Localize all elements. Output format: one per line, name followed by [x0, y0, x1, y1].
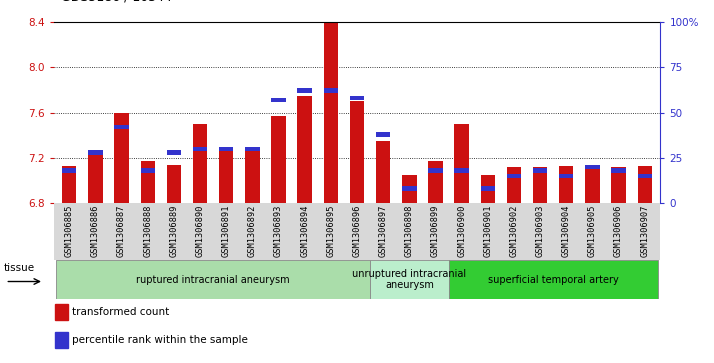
Bar [323, 22, 338, 203]
Bar [166, 150, 181, 155]
Text: GSM1306885: GSM1306885 [65, 205, 74, 257]
Bar [454, 168, 469, 173]
Text: GSM1306905: GSM1306905 [588, 205, 597, 257]
Bar [271, 98, 286, 102]
Bar [402, 175, 416, 203]
Bar [62, 168, 76, 173]
Bar [56, 333, 68, 348]
Text: GSM1306902: GSM1306902 [510, 205, 518, 257]
Bar [193, 124, 207, 203]
Text: GSM1306893: GSM1306893 [274, 205, 283, 257]
Bar [370, 260, 448, 299]
Text: unruptured intracranial
aneurysm: unruptured intracranial aneurysm [352, 269, 466, 290]
Bar [481, 187, 495, 191]
Bar [559, 166, 573, 203]
Bar [219, 147, 233, 151]
Bar [448, 260, 658, 299]
Bar [271, 116, 286, 203]
Bar [114, 125, 129, 129]
Bar [62, 166, 76, 203]
Text: GSM1306886: GSM1306886 [91, 205, 100, 257]
Text: GSM1306895: GSM1306895 [326, 205, 336, 257]
Bar [56, 260, 370, 299]
Bar [507, 174, 521, 178]
Text: GSM1306899: GSM1306899 [431, 205, 440, 257]
Bar [376, 141, 391, 203]
Bar [245, 150, 260, 203]
Text: GSM1306903: GSM1306903 [536, 205, 545, 257]
Bar [481, 175, 495, 203]
Bar [428, 168, 443, 173]
Text: GSM1306887: GSM1306887 [117, 205, 126, 257]
Text: GSM1306891: GSM1306891 [222, 205, 231, 257]
Text: GSM1306901: GSM1306901 [483, 205, 492, 257]
Bar [89, 153, 103, 203]
Bar [298, 95, 312, 203]
Bar [611, 168, 625, 173]
Text: GSM1306888: GSM1306888 [144, 205, 152, 257]
Bar [114, 113, 129, 203]
Bar [323, 89, 338, 93]
Text: GSM1306906: GSM1306906 [614, 205, 623, 257]
Bar [611, 167, 625, 203]
Bar [638, 166, 652, 203]
Bar [350, 96, 364, 100]
Text: GSM1306898: GSM1306898 [405, 205, 414, 257]
Text: percentile rank within the sample: percentile rank within the sample [71, 335, 248, 345]
Bar [454, 124, 469, 203]
Text: ruptured intracranial aneurysm: ruptured intracranial aneurysm [136, 274, 290, 285]
Bar [428, 161, 443, 203]
Bar [298, 89, 312, 93]
Bar [638, 174, 652, 178]
Bar [585, 166, 600, 203]
Bar [585, 165, 600, 169]
Text: GSM1306892: GSM1306892 [248, 205, 257, 257]
Bar [141, 168, 155, 173]
Text: GSM1306897: GSM1306897 [378, 205, 388, 257]
Text: GSM1306890: GSM1306890 [196, 205, 204, 257]
Bar [559, 174, 573, 178]
Bar [219, 147, 233, 203]
Bar [245, 147, 260, 151]
Text: GSM1306900: GSM1306900 [457, 205, 466, 257]
Bar [402, 187, 416, 191]
Bar [89, 150, 103, 155]
Bar [56, 304, 68, 320]
Bar [533, 167, 548, 203]
Bar [533, 168, 548, 173]
Text: tissue: tissue [4, 262, 35, 273]
Text: GSM1306896: GSM1306896 [353, 205, 361, 257]
Text: superficial temporal artery: superficial temporal artery [488, 274, 618, 285]
Bar [376, 132, 391, 136]
Text: GSM1306889: GSM1306889 [169, 205, 178, 257]
Text: GDS5186 / 10344: GDS5186 / 10344 [61, 0, 171, 4]
Text: GSM1306894: GSM1306894 [300, 205, 309, 257]
Text: GSM1306907: GSM1306907 [640, 205, 649, 257]
Text: transformed count: transformed count [71, 307, 169, 317]
Bar [507, 167, 521, 203]
Bar [350, 101, 364, 203]
Bar [193, 147, 207, 151]
Bar [141, 161, 155, 203]
Text: GSM1306904: GSM1306904 [562, 205, 570, 257]
Bar [166, 165, 181, 203]
